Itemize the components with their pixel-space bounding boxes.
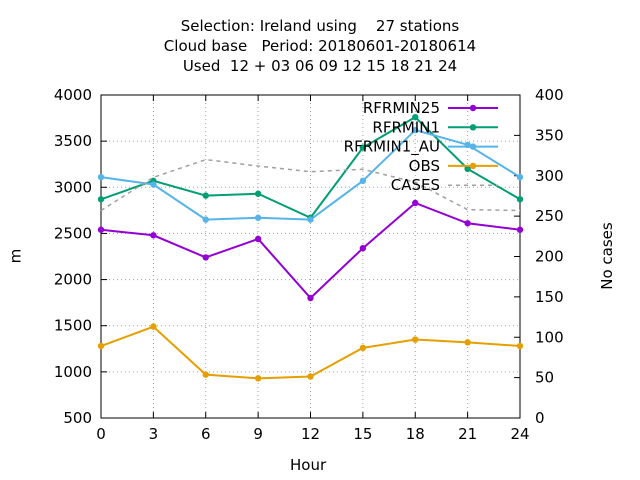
data-point-obs (307, 373, 314, 380)
legend-label-obs: OBS (409, 157, 440, 175)
legend-marker-obs (469, 162, 477, 170)
axis-ticks: 0 3 6 9 12 15 18 21 2450010001500200025003000350… (54, 86, 564, 443)
x-tick-label: 21 (458, 425, 477, 443)
data-point-rfrmin1 (464, 165, 471, 173)
legend-marker-rfrmin1-au (469, 143, 477, 150)
data-point-rfrmin25 (202, 254, 209, 261)
data-point-obs (202, 371, 209, 378)
series-lines (97, 113, 524, 382)
y-tick-label: 3000 (54, 178, 92, 196)
data-point-rfrmin25 (464, 220, 471, 227)
data-point-rfrmin1-au (412, 126, 419, 134)
x-axis-label: Hour (290, 456, 327, 474)
data-point-obs (516, 342, 524, 350)
y-axis-label: m (6, 248, 25, 264)
data-point-rfrmin1-au (307, 216, 314, 223)
x-tick-label: 3 (149, 425, 159, 443)
data-point-obs (412, 336, 419, 343)
x-tick-label: 9 (253, 425, 263, 443)
y-tick-label: 1500 (54, 317, 92, 335)
legend-label-rfrmin1-au: RFRMIN1_AU (344, 138, 440, 157)
y-tick-label: 2000 (54, 271, 92, 289)
y-tick-label: 2500 (54, 224, 92, 242)
data-point-rfrmin25 (516, 226, 524, 233)
y2-tick-label: 250 (535, 207, 564, 225)
data-point-rfrmin1 (412, 113, 419, 121)
y2-tick-label: 300 (535, 167, 564, 185)
x-tick-label: 12 (301, 425, 320, 443)
data-point-obs (97, 342, 105, 350)
data-point-obs (359, 344, 367, 352)
y2-tick-label: 100 (535, 328, 564, 346)
data-point-rfrmin25 (307, 294, 314, 302)
data-point-rfrmin1-au (150, 181, 157, 188)
data-point-rfrmin1-au (359, 177, 367, 185)
legend-label-rfrmin1: RFRMIN1 (372, 118, 440, 136)
data-point-obs (254, 375, 262, 382)
x-tick-label: 6 (201, 425, 211, 443)
legend-label-cases: CASES (391, 176, 440, 194)
data-point-rfrmin1 (359, 144, 367, 151)
data-point-rfrmin1-au (202, 216, 209, 223)
data-point-rfrmin25 (97, 226, 105, 233)
data-point-rfrmin1 (97, 196, 105, 203)
data-point-rfrmin25 (359, 244, 367, 252)
x-tick-label: 18 (406, 425, 425, 443)
chart-title-line-3: Used 12 + 03 06 09 12 15 18 21 24 (182, 57, 458, 75)
y2-tick-label: 50 (535, 369, 554, 387)
data-point-rfrmin1-au (516, 173, 524, 181)
series-line-obs (100, 325, 521, 380)
data-point-rfrmin25 (254, 235, 262, 243)
data-point-obs (150, 323, 157, 330)
y2-tick-label: 0 (535, 409, 545, 427)
y-tick-label: 1000 (54, 363, 92, 381)
y2-tick-label: 350 (535, 126, 564, 144)
y2-tick-label: 150 (535, 288, 564, 306)
legend-marker-rfrmin25 (469, 104, 477, 112)
legend-label-rfrmin25: RFRMIN25 (363, 99, 440, 117)
y-tick-label: 3500 (54, 132, 92, 150)
series-line-cases (100, 158, 521, 212)
data-point-rfrmin1 (202, 192, 209, 199)
data-point-rfrmin25 (412, 199, 419, 207)
y2-tick-label: 400 (535, 86, 564, 104)
x-tick-label: 15 (353, 425, 372, 443)
y-tick-label: 500 (63, 409, 92, 427)
grid-lines (101, 95, 520, 418)
data-point-rfrmin1-au (254, 214, 262, 221)
data-point-rfrmin1-au (97, 173, 105, 181)
x-tick-label: 0 (96, 425, 106, 443)
chart-title-line-2: Cloud base Period: 20180601-20180614 (163, 37, 477, 55)
y2-tick-label: 200 (535, 248, 564, 266)
data-point-rfrmin25 (150, 232, 157, 239)
data-point-rfrmin1 (516, 196, 524, 203)
data-point-obs (464, 339, 471, 346)
legend-marker-rfrmin1 (469, 124, 477, 131)
y2-axis-label: No cases (598, 222, 616, 290)
x-tick-label: 24 (510, 425, 529, 443)
y-tick-label: 4000 (54, 86, 92, 104)
data-point-rfrmin1 (254, 190, 262, 197)
chart-title-line-1: Selection: Ireland using 27 stations (180, 17, 460, 35)
